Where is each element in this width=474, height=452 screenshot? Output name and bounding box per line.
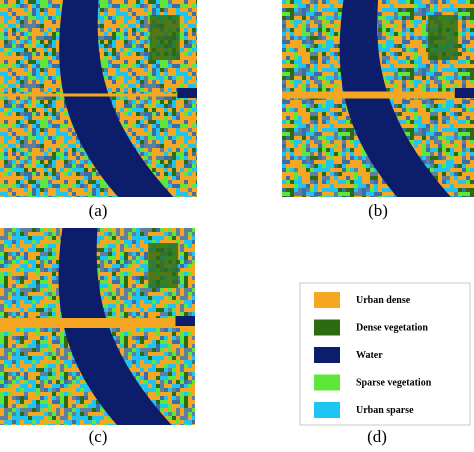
legend-swatch: [314, 292, 340, 308]
legend-label: Sparse vegetation: [356, 378, 432, 389]
map-panel: [0, 228, 195, 425]
water-inlet: [177, 88, 197, 98]
vegetation-patch: [148, 243, 179, 288]
legend: Urban dense Dense vegetation Water Sparse v…: [314, 292, 432, 418]
panel-caption: (b): [368, 201, 388, 220]
legend-swatch: [314, 319, 340, 336]
panel-caption: (a): [89, 201, 108, 220]
map-panel: [0, 0, 197, 197]
vegetation-patch: [427, 15, 458, 60]
legend-label: Urban dense: [356, 295, 411, 306]
vegetation-patch: [149, 15, 180, 60]
legend-swatch: [314, 374, 340, 391]
river: [58, 228, 172, 425]
legend-label: Dense vegetation: [356, 323, 428, 334]
panel-caption: (d): [367, 427, 387, 446]
map-panel: [282, 0, 474, 197]
water-inlet: [175, 316, 195, 326]
legend-swatch: [314, 402, 340, 418]
bridge: [282, 91, 474, 99]
panel-caption: (c): [89, 427, 108, 446]
legend-label: Water: [356, 350, 383, 361]
bridge: [0, 318, 195, 328]
bridge: [0, 93, 197, 97]
river: [339, 0, 451, 197]
river: [59, 0, 174, 197]
legend-label: Urban sparse: [356, 405, 414, 416]
water-inlet: [454, 88, 474, 98]
maps: [0, 0, 474, 425]
legend-swatch: [314, 347, 340, 363]
